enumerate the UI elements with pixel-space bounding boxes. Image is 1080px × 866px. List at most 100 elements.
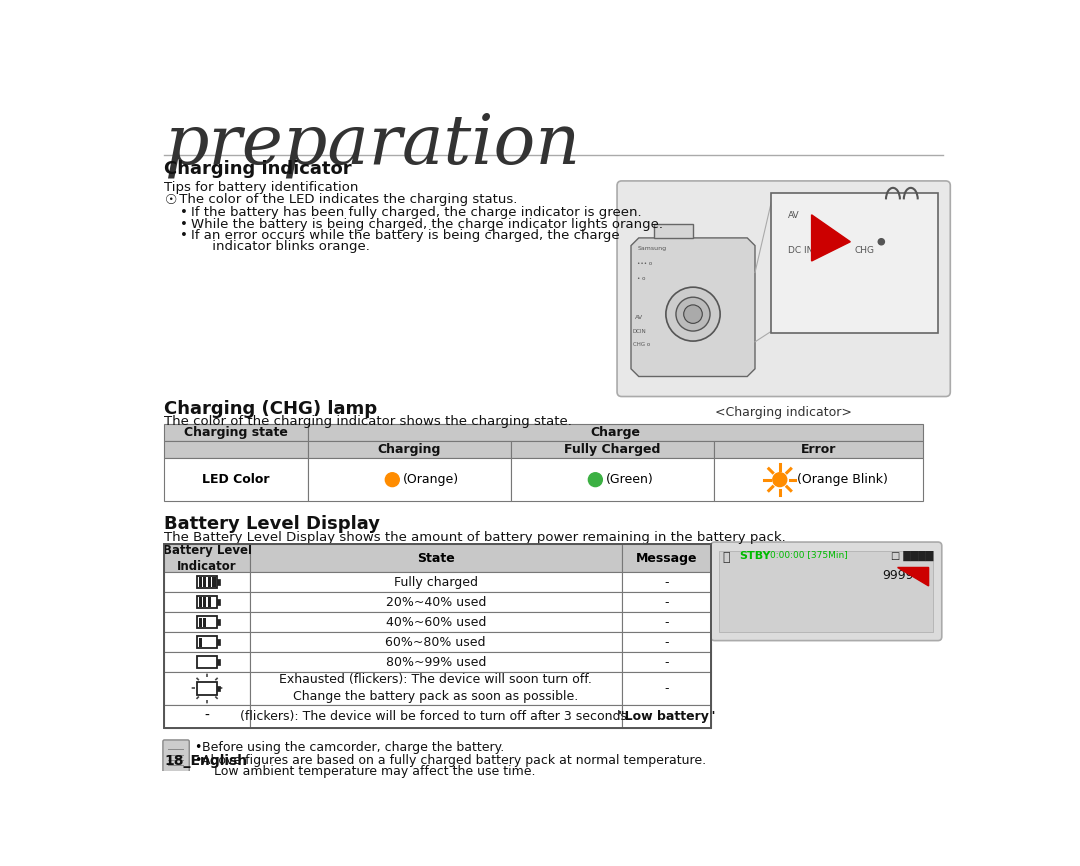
Text: Error: Error (801, 443, 836, 456)
Text: indicator blinks orange.: indicator blinks orange. (191, 240, 369, 253)
Text: 20%~40% used: 20%~40% used (386, 596, 486, 609)
Text: -: - (664, 656, 669, 669)
Bar (164, 458, 308, 501)
Bar (217, 660, 220, 665)
Text: (Orange Blink): (Orange Blink) (797, 473, 888, 486)
Text: If an error occurs while the battery is being charged, the charge: If an error occurs while the battery is … (191, 229, 620, 242)
Text: Exhausted (flickers): The device will soon turn off.
Change the battery pack as : Exhausted (flickers): The device will so… (280, 674, 592, 703)
Text: Above figures are based on a fully charged battery pack at normal temperature.: Above figures are based on a fully charg… (202, 753, 705, 766)
Bar (164, 441, 308, 458)
Circle shape (773, 473, 786, 487)
Text: <Charging indicator>: <Charging indicator> (715, 406, 852, 419)
Bar (207, 578, 211, 586)
Bar (199, 617, 202, 627)
Polygon shape (811, 215, 850, 261)
Bar (308, 458, 511, 501)
Bar (203, 578, 206, 586)
Bar (197, 576, 217, 588)
Text: ☉: ☉ (164, 193, 177, 207)
Bar (714, 441, 923, 458)
Bar (217, 599, 220, 604)
Bar (197, 596, 217, 608)
Bar (197, 682, 217, 695)
Bar (207, 598, 211, 607)
Bar (164, 632, 249, 652)
FancyBboxPatch shape (711, 542, 942, 641)
Circle shape (684, 305, 702, 323)
Polygon shape (654, 224, 693, 238)
Bar (622, 572, 711, 592)
Bar (249, 572, 622, 592)
Text: AV: AV (788, 211, 800, 220)
Bar (719, 551, 933, 632)
Text: The color of the charging indicator shows the charging state.: The color of the charging indicator show… (164, 415, 572, 428)
Circle shape (666, 288, 720, 341)
Bar (622, 612, 711, 632)
Text: Charging indicator: Charging indicator (164, 160, 352, 178)
Text: CHG: CHG (854, 246, 874, 255)
Bar (249, 592, 622, 612)
Text: • o: • o (637, 276, 646, 281)
Text: Charge: Charge (591, 426, 640, 439)
Text: Fully Charged: Fully Charged (564, 443, 661, 456)
Text: □ ████: □ ████ (891, 551, 934, 560)
Text: •: • (194, 753, 201, 766)
Circle shape (878, 239, 885, 245)
Text: •: • (180, 218, 188, 231)
Text: Tips for battery identification: Tips for battery identification (164, 181, 359, 194)
Text: LED Color: LED Color (202, 473, 270, 486)
Bar (203, 598, 206, 607)
Text: 60%~80% used: 60%~80% used (386, 636, 486, 649)
Bar (622, 652, 711, 672)
Bar (164, 652, 249, 672)
Bar (197, 656, 217, 669)
Text: 0:00:00 [375Min]: 0:00:00 [375Min] (770, 551, 848, 559)
Circle shape (676, 297, 710, 331)
Bar (249, 632, 622, 652)
Bar (164, 572, 249, 592)
Text: Charging state: Charging state (185, 426, 288, 439)
Bar (164, 705, 249, 727)
Bar (249, 545, 622, 572)
Bar (197, 636, 217, 649)
Bar (249, 612, 622, 632)
Text: DCIN: DCIN (633, 329, 646, 333)
Text: Low ambient temperature may affect the use time.: Low ambient temperature may affect the u… (202, 765, 536, 778)
Text: -: - (664, 682, 669, 695)
Text: Before using the camcorder, charge the battery.: Before using the camcorder, charge the b… (202, 741, 504, 754)
Text: Fully charged: Fully charged (394, 576, 477, 589)
Text: Charging (CHG) lamp: Charging (CHG) lamp (164, 399, 378, 417)
Text: State: State (417, 552, 455, 565)
Polygon shape (897, 567, 929, 586)
Bar (164, 612, 249, 632)
Bar (164, 592, 249, 612)
Text: Samsung: Samsung (637, 246, 666, 250)
Text: 18_English: 18_English (164, 753, 247, 768)
Bar (308, 441, 511, 458)
Bar (217, 579, 220, 585)
Text: AV: AV (635, 315, 643, 320)
Text: DC IN: DC IN (788, 246, 813, 255)
Bar (217, 639, 220, 645)
Text: -: - (664, 596, 669, 609)
Circle shape (589, 473, 603, 487)
Text: -: - (664, 576, 669, 589)
Bar (217, 619, 220, 625)
FancyBboxPatch shape (163, 740, 189, 772)
Bar (622, 545, 711, 572)
FancyBboxPatch shape (770, 193, 937, 333)
Bar (197, 616, 217, 629)
Text: -: - (204, 709, 210, 723)
Bar (249, 705, 622, 727)
Text: "Low battery": "Low battery" (618, 709, 715, 722)
Text: •: • (180, 206, 188, 219)
Text: (Orange): (Orange) (403, 473, 459, 486)
Text: While the battery is being charged, the charge indicator lights orange.: While the battery is being charged, the … (191, 218, 663, 231)
Bar (217, 686, 220, 691)
Text: Battery Level
Indicator: Battery Level Indicator (163, 544, 252, 572)
Text: -: - (664, 616, 669, 629)
Text: 📷: 📷 (723, 551, 730, 564)
Text: -: - (664, 636, 669, 649)
Text: (Green): (Green) (606, 473, 653, 486)
Text: ••• o: ••• o (637, 261, 652, 266)
